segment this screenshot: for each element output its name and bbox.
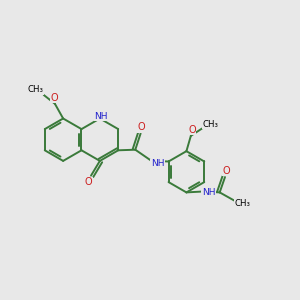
- Text: CH₃: CH₃: [28, 85, 43, 94]
- Text: CH₃: CH₃: [235, 199, 251, 208]
- Text: O: O: [222, 166, 230, 176]
- Text: NH: NH: [202, 188, 215, 197]
- Text: O: O: [50, 93, 58, 103]
- Text: CH₃: CH₃: [202, 120, 218, 129]
- Text: O: O: [85, 177, 92, 187]
- Text: NH: NH: [94, 112, 107, 121]
- Text: O: O: [138, 122, 145, 132]
- Text: O: O: [188, 125, 196, 135]
- Text: NH: NH: [151, 159, 164, 168]
